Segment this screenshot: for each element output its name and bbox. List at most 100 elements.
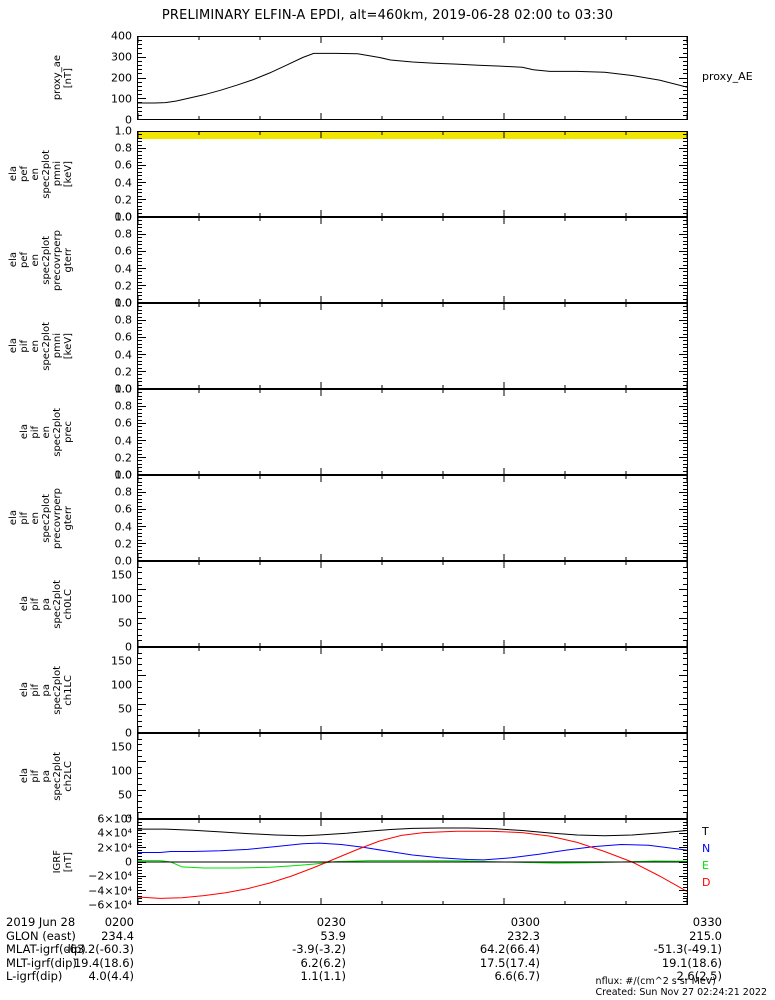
minor-tick bbox=[138, 340, 142, 341]
major-tick bbox=[679, 474, 687, 475]
minor-tick bbox=[138, 773, 142, 774]
minor-tick bbox=[138, 516, 142, 517]
minor-tick bbox=[138, 115, 142, 116]
major-tick bbox=[679, 36, 687, 37]
minor-tick bbox=[683, 241, 687, 242]
y-axis-title-part: spec2plot bbox=[41, 235, 52, 285]
y-tick-label: 1.0 bbox=[114, 124, 133, 138]
y-axis-title-part: en bbox=[30, 167, 41, 181]
minor-tick bbox=[683, 692, 687, 693]
y-tick-label: 1.0 bbox=[114, 296, 133, 310]
axis-value: 4.0(4.4) bbox=[88, 969, 134, 984]
y-axis-title-part: en bbox=[41, 425, 52, 439]
minor-tick bbox=[683, 361, 687, 362]
y-tick-label: 0.0 bbox=[114, 468, 133, 482]
minor-tick bbox=[683, 482, 687, 483]
y-axis-title-part: ch2LC bbox=[63, 760, 74, 792]
plot-panel-ela-pif-en-prec bbox=[137, 389, 688, 475]
y-tick-label: 0.0 bbox=[114, 210, 133, 224]
axis-row-label: MLT-igrf(dip) bbox=[6, 955, 77, 970]
minor-tick bbox=[683, 670, 687, 671]
major-tick bbox=[138, 526, 146, 527]
minor-tick bbox=[683, 69, 687, 70]
minor-tick bbox=[683, 282, 687, 283]
minor-tick bbox=[683, 839, 687, 840]
minor-tick bbox=[138, 192, 142, 193]
plot-panel-proxy-ae bbox=[137, 36, 688, 120]
x-tick-layer bbox=[138, 132, 687, 216]
minor-tick bbox=[683, 578, 687, 579]
minor-tick bbox=[683, 519, 687, 520]
axis-ticks-right bbox=[679, 389, 687, 475]
minor-tick bbox=[138, 227, 142, 228]
minor-tick bbox=[138, 179, 142, 180]
x-tick-layer bbox=[138, 390, 687, 474]
minor-tick bbox=[683, 464, 687, 465]
plot-area-ela-pef-en-pmni bbox=[138, 132, 687, 216]
minor-tick bbox=[683, 340, 687, 341]
y-axis-title-part: spec2plot bbox=[41, 321, 52, 371]
y-tick-label: 0.2 bbox=[114, 279, 133, 293]
minor-tick bbox=[683, 454, 687, 455]
y-tick-label: 0.4 bbox=[114, 176, 133, 190]
minor-tick bbox=[138, 248, 142, 249]
minor-tick bbox=[138, 265, 142, 266]
major-tick bbox=[679, 423, 687, 424]
minor-tick bbox=[683, 557, 687, 558]
minor-tick bbox=[683, 801, 687, 802]
y-axis-title-ela-pif-pa-ch1lc: ela pif pa spec2plot ch1LC bbox=[18, 647, 74, 733]
major-tick bbox=[138, 440, 146, 441]
minor-tick bbox=[683, 271, 687, 272]
major-tick bbox=[679, 119, 687, 120]
minor-tick bbox=[683, 48, 687, 49]
y-tick-label: 50 bbox=[118, 788, 132, 802]
minor-tick bbox=[683, 533, 687, 534]
minor-tick bbox=[138, 313, 142, 314]
y-axis-title-part: ela bbox=[19, 424, 30, 440]
y-axis-title-part: precovrperp bbox=[52, 487, 63, 549]
y-axis-title-part: pef bbox=[19, 165, 30, 183]
y-tick-label: 100 bbox=[111, 764, 132, 778]
axis-ticks-left bbox=[138, 475, 146, 561]
minor-tick bbox=[138, 822, 142, 823]
minor-tick bbox=[683, 278, 687, 279]
minor-tick bbox=[138, 478, 142, 479]
major-tick bbox=[679, 526, 687, 527]
plot-panel-ela-pef-en-pmni bbox=[137, 131, 688, 217]
y-tick-labels-ela-pif-pa-ch1lc: 150 100 50 0 bbox=[74, 647, 132, 740]
major-tick bbox=[138, 647, 146, 648]
minor-tick bbox=[138, 553, 142, 554]
y-tick-label: 50 bbox=[118, 702, 132, 716]
y-axis-title-part: en bbox=[30, 339, 41, 353]
axis-row-label: 2019 Jun 28 bbox=[6, 915, 76, 929]
minor-tick bbox=[138, 368, 142, 369]
major-tick bbox=[138, 337, 146, 338]
minor-tick bbox=[138, 692, 142, 693]
minor-tick bbox=[683, 168, 687, 169]
minor-tick bbox=[683, 351, 687, 352]
minor-tick bbox=[683, 795, 687, 796]
plot-area-igrf bbox=[138, 820, 687, 904]
minor-tick bbox=[683, 347, 687, 348]
y-axis-title-ela-pif-en-precovrperp-gterr: ela pif en spec2plot precovrperp gterr bbox=[8, 475, 74, 561]
y-tick-labels-ela-pif-pa-ch2lc: 150 100 50 0 bbox=[74, 733, 132, 826]
major-tick bbox=[679, 675, 687, 676]
minor-tick bbox=[138, 756, 142, 757]
minor-tick bbox=[683, 196, 687, 197]
y-tick-label: 1.0 bbox=[114, 382, 133, 396]
minor-tick bbox=[138, 145, 142, 146]
y-axis-title-proxy-ae: proxy_ae [nT] bbox=[18, 36, 74, 120]
minor-tick bbox=[683, 881, 687, 882]
y-tick-label: 0 bbox=[125, 113, 132, 127]
minor-tick bbox=[138, 374, 142, 375]
major-tick bbox=[138, 876, 146, 877]
minor-tick bbox=[138, 529, 142, 530]
minor-tick bbox=[683, 853, 687, 854]
axis-value: 17.5(17.4) bbox=[479, 955, 540, 970]
y-axis-title-part: pa bbox=[41, 597, 52, 611]
minor-tick bbox=[683, 368, 687, 369]
minor-tick bbox=[683, 744, 687, 745]
y-tick-labels-igrf: 6×10⁴ 4×10⁴ 2×10⁴ 0 −2×10⁴ −4×10⁴ −6×10⁴ bbox=[74, 813, 132, 912]
minor-tick bbox=[683, 310, 687, 311]
y-tick-label: 0.4 bbox=[114, 520, 133, 534]
